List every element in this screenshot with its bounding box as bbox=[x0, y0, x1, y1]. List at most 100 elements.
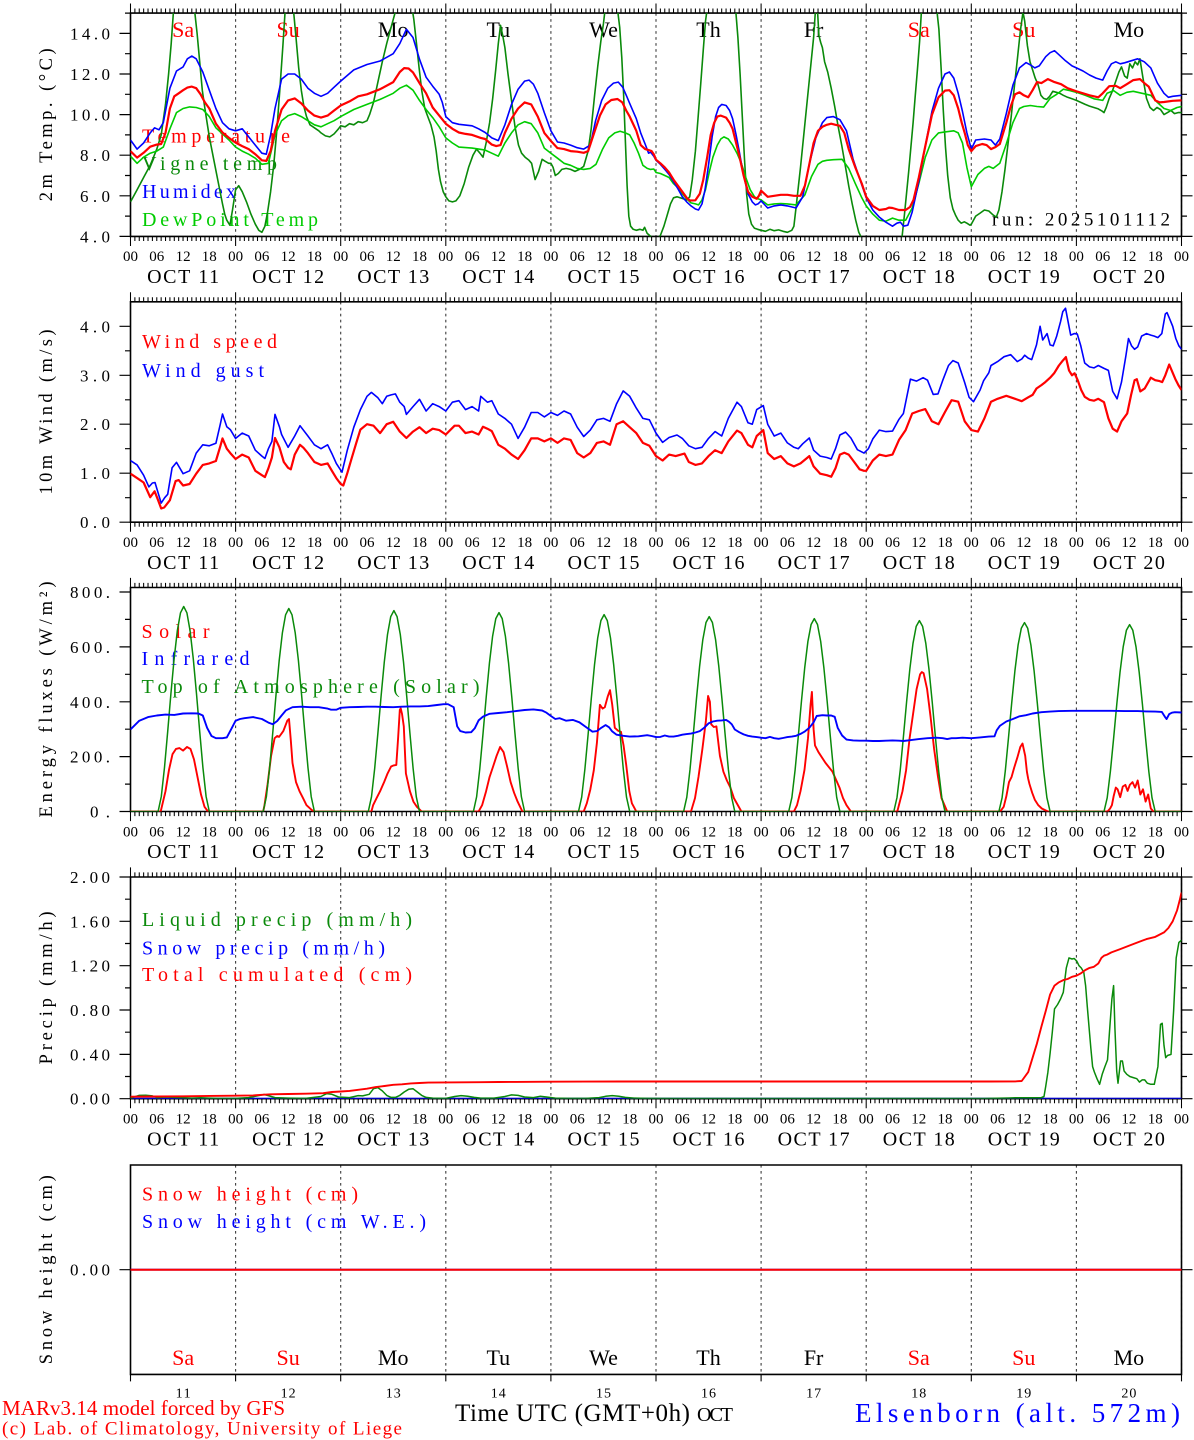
svg-text:OCT 16: OCT 16 bbox=[673, 552, 745, 574]
svg-text:Tu: Tu bbox=[486, 1345, 510, 1370]
svg-text:12.0: 12.0 bbox=[70, 65, 110, 84]
svg-text:Solar: Solar bbox=[142, 621, 210, 643]
svg-text:06: 06 bbox=[780, 249, 796, 265]
svg-text:06: 06 bbox=[149, 1112, 165, 1128]
svg-text:14.0: 14.0 bbox=[70, 24, 110, 43]
svg-text:18: 18 bbox=[307, 249, 322, 265]
svg-text:00: 00 bbox=[859, 824, 874, 840]
svg-text:18: 18 bbox=[412, 824, 427, 840]
svg-text:2.0: 2.0 bbox=[80, 415, 110, 434]
svg-text:12: 12 bbox=[596, 535, 611, 551]
svg-text:OCT 18: OCT 18 bbox=[883, 1128, 955, 1150]
svg-text:OCT 12: OCT 12 bbox=[252, 1128, 324, 1150]
svg-text:0.00: 0.00 bbox=[70, 1090, 110, 1109]
svg-text:00: 00 bbox=[964, 1112, 979, 1128]
svg-text:06: 06 bbox=[254, 1112, 270, 1128]
svg-text:00: 00 bbox=[333, 535, 348, 551]
svg-text:OCT 15: OCT 15 bbox=[568, 1128, 640, 1150]
svg-text:12: 12 bbox=[911, 249, 926, 265]
svg-text:Mo: Mo bbox=[1114, 17, 1145, 42]
svg-text:12: 12 bbox=[176, 1112, 191, 1128]
svg-text:18: 18 bbox=[727, 824, 742, 840]
svg-text:06: 06 bbox=[990, 1112, 1006, 1128]
svg-text:06: 06 bbox=[780, 824, 796, 840]
svg-text:18: 18 bbox=[622, 1112, 637, 1128]
svg-text:00: 00 bbox=[1174, 824, 1189, 840]
svg-text:06: 06 bbox=[1095, 249, 1111, 265]
svg-text:06: 06 bbox=[465, 249, 481, 265]
svg-text:06: 06 bbox=[570, 249, 586, 265]
svg-text:12: 12 bbox=[806, 249, 821, 265]
svg-text:OCT 15: OCT 15 bbox=[568, 552, 640, 574]
svg-text:OCT 16: OCT 16 bbox=[673, 266, 745, 288]
svg-text:OCT 20: OCT 20 bbox=[1093, 552, 1165, 574]
svg-text:06: 06 bbox=[990, 824, 1006, 840]
svg-text:18: 18 bbox=[517, 249, 532, 265]
svg-text:12: 12 bbox=[386, 824, 401, 840]
svg-text:12: 12 bbox=[1121, 1112, 1136, 1128]
svg-text:00: 00 bbox=[123, 249, 138, 265]
svg-text:0.00: 0.00 bbox=[70, 1261, 110, 1280]
svg-text:OCT 13: OCT 13 bbox=[357, 1128, 429, 1150]
svg-text:18: 18 bbox=[202, 249, 217, 265]
svg-text:Tu: Tu bbox=[486, 17, 510, 42]
svg-text:14: 14 bbox=[491, 1387, 506, 1402]
svg-text:12: 12 bbox=[491, 824, 506, 840]
svg-text:00: 00 bbox=[333, 249, 348, 265]
svg-text:18: 18 bbox=[1148, 1112, 1163, 1128]
svg-text:12: 12 bbox=[281, 249, 296, 265]
svg-text:06: 06 bbox=[149, 824, 165, 840]
svg-text:00: 00 bbox=[543, 824, 558, 840]
svg-text:12: 12 bbox=[491, 249, 506, 265]
svg-text:00: 00 bbox=[543, 249, 558, 265]
svg-text:00: 00 bbox=[1174, 1112, 1189, 1128]
svg-text:18: 18 bbox=[412, 535, 427, 551]
svg-text:12: 12 bbox=[911, 535, 926, 551]
svg-text:12: 12 bbox=[806, 1112, 821, 1128]
svg-text:06: 06 bbox=[675, 249, 691, 265]
svg-text:OCT 18: OCT 18 bbox=[883, 552, 955, 574]
svg-text:15: 15 bbox=[596, 1387, 611, 1402]
svg-text:12: 12 bbox=[701, 249, 716, 265]
svg-text:00: 00 bbox=[123, 1112, 138, 1128]
svg-text:00: 00 bbox=[438, 1112, 453, 1128]
svg-text:18: 18 bbox=[832, 535, 847, 551]
svg-text:00: 00 bbox=[543, 535, 558, 551]
svg-text:06: 06 bbox=[465, 1112, 481, 1128]
svg-text:Th: Th bbox=[696, 17, 720, 42]
svg-text:OCT 12: OCT 12 bbox=[252, 841, 324, 863]
svg-text:OCT 11: OCT 11 bbox=[147, 1128, 219, 1150]
svg-text:18: 18 bbox=[622, 249, 637, 265]
svg-text:00: 00 bbox=[649, 824, 664, 840]
svg-text:12: 12 bbox=[1016, 824, 1031, 840]
svg-text:06: 06 bbox=[885, 535, 901, 551]
svg-text:OCT 20: OCT 20 bbox=[1093, 266, 1165, 288]
svg-text:18: 18 bbox=[202, 1112, 217, 1128]
svg-text:12: 12 bbox=[1016, 249, 1031, 265]
svg-text:12: 12 bbox=[386, 249, 401, 265]
svg-text:18: 18 bbox=[1043, 535, 1058, 551]
svg-text:18: 18 bbox=[1043, 1112, 1058, 1128]
svg-text:00: 00 bbox=[543, 1112, 558, 1128]
svg-text:06: 06 bbox=[465, 824, 481, 840]
svg-text:00: 00 bbox=[964, 824, 979, 840]
svg-text:18: 18 bbox=[1043, 824, 1058, 840]
svg-text:1.20: 1.20 bbox=[70, 957, 110, 976]
svg-text:00: 00 bbox=[438, 824, 453, 840]
svg-text:1.0: 1.0 bbox=[80, 464, 110, 483]
svg-text:18: 18 bbox=[1148, 249, 1163, 265]
svg-text:Su: Su bbox=[1012, 1345, 1035, 1370]
svg-text:Mo: Mo bbox=[1114, 1345, 1145, 1370]
svg-text:OCT 16: OCT 16 bbox=[673, 841, 745, 863]
svg-text:06: 06 bbox=[885, 1112, 901, 1128]
svg-text:12: 12 bbox=[911, 1112, 926, 1128]
svg-text:06: 06 bbox=[360, 249, 376, 265]
svg-text:06: 06 bbox=[570, 535, 586, 551]
svg-text:06: 06 bbox=[1095, 1112, 1111, 1128]
svg-text:06: 06 bbox=[254, 249, 270, 265]
svg-text:12: 12 bbox=[701, 1112, 716, 1128]
svg-text:OCT 17: OCT 17 bbox=[778, 1128, 850, 1150]
svg-text:OCT 14: OCT 14 bbox=[462, 266, 534, 288]
svg-text:18: 18 bbox=[832, 1112, 847, 1128]
svg-text:Mo: Mo bbox=[378, 1345, 409, 1370]
